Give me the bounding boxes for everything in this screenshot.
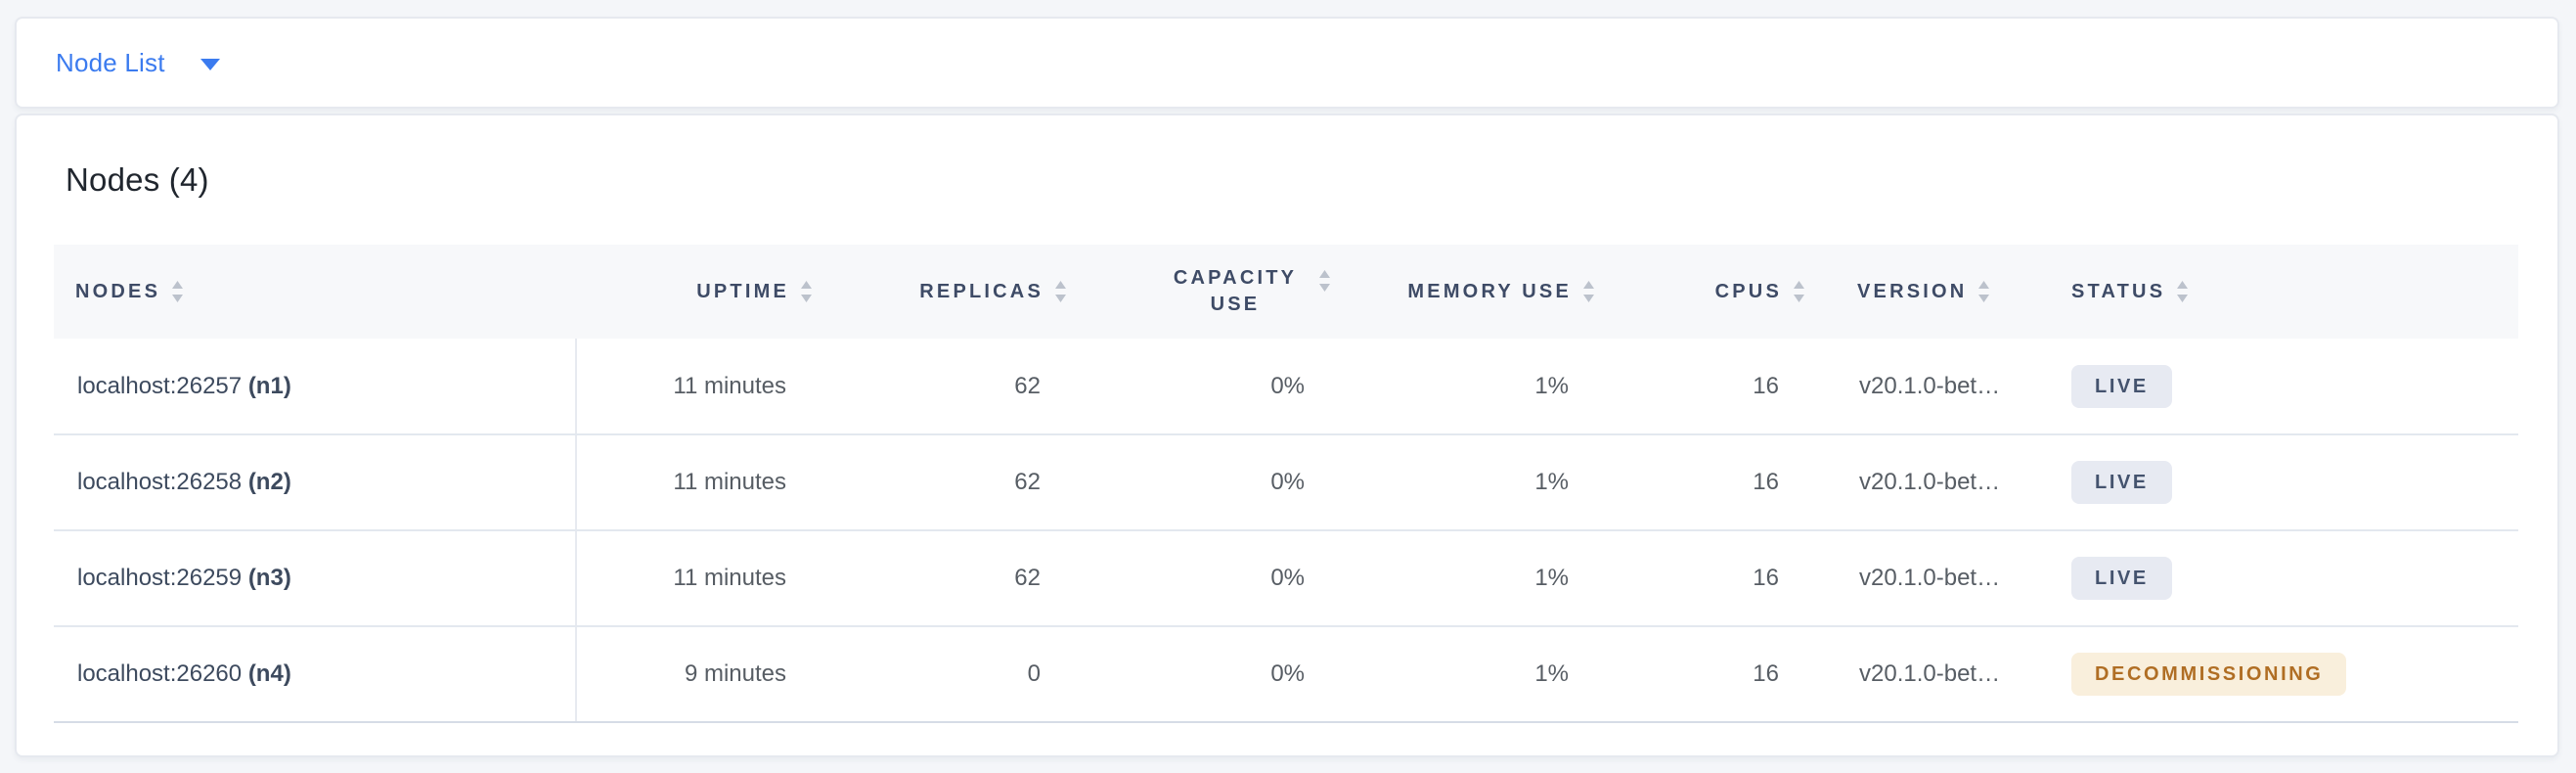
column-header-version[interactable]: Version — [1822, 245, 2042, 339]
uptime-cell: 11 minutes — [576, 434, 829, 531]
node-address-cell: localhost:26260 (n4) — [54, 626, 577, 723]
status-badge: DECOMMISSIONING — [2071, 653, 2347, 696]
table-row[interactable]: localhost:26259 (n3) 11 minutes 62 0% 1%… — [54, 530, 2518, 627]
sort-icon[interactable] — [1053, 278, 1068, 305]
table-header-row: Nodes Uptime Replicas — [54, 245, 2518, 339]
capacity-use-cell: 0% — [1084, 434, 1348, 531]
column-header-memory-use[interactable]: Memory Use — [1348, 245, 1612, 339]
table-row[interactable]: localhost:26257 (n1) 11 minutes 62 0% 1%… — [54, 339, 2518, 435]
replicas-cell: 62 — [829, 339, 1084, 435]
status-cell: LIVE — [2042, 434, 2518, 531]
replicas-cell: 62 — [829, 530, 1084, 627]
memory-use-cell: 1% — [1348, 626, 1612, 723]
node-id: (n1) — [247, 372, 291, 399]
cpus-cell: 16 — [1612, 339, 1822, 435]
capacity-use-cell: 0% — [1084, 530, 1348, 627]
version-cell: v20.1.0-bet… — [1822, 339, 2042, 435]
node-address-cell: localhost:26259 (n3) — [54, 530, 577, 627]
cpus-cell: 16 — [1612, 626, 1822, 723]
memory-use-cell: 1% — [1348, 530, 1612, 627]
sort-icon[interactable] — [1792, 278, 1806, 305]
sort-icon[interactable] — [1581, 278, 1596, 305]
sort-icon[interactable] — [1317, 267, 1332, 295]
status-cell: LIVE — [2042, 530, 2518, 627]
status-badge: LIVE — [2071, 557, 2172, 600]
column-header-capacity-use[interactable]: Capacity Use — [1084, 245, 1348, 339]
capacity-use-cell: 0% — [1084, 626, 1348, 723]
uptime-cell: 11 minutes — [576, 339, 829, 435]
table-row[interactable]: localhost:26258 (n2) 11 minutes 62 0% 1%… — [54, 434, 2518, 531]
column-header-uptime[interactable]: Uptime — [576, 245, 829, 339]
node-address-cell: localhost:26257 (n1) — [54, 339, 577, 435]
table-row[interactable]: localhost:26260 (n4) 9 minutes 0 0% 1% 1… — [54, 626, 2518, 723]
page-title: Nodes (4) — [66, 161, 209, 198]
memory-use-cell: 1% — [1348, 434, 1612, 531]
replicas-cell: 0 — [829, 626, 1084, 723]
node-address-cell: localhost:26258 (n2) — [54, 434, 577, 531]
version-cell: v20.1.0-bet… — [1822, 434, 2042, 531]
status-badge: LIVE — [2071, 364, 2172, 408]
status-cell: LIVE — [2042, 339, 2518, 435]
status-cell: DECOMMISSIONING — [2042, 626, 2518, 723]
column-header-nodes[interactable]: Nodes — [54, 245, 576, 339]
sort-icon[interactable] — [799, 278, 814, 305]
node-list-dropdown-label: Node List — [56, 47, 165, 77]
capacity-use-cell: 0% — [1084, 339, 1348, 435]
view-selector-bar: Node List — [15, 17, 2559, 109]
uptime-cell: 9 minutes — [576, 626, 829, 723]
cpus-cell: 16 — [1612, 434, 1822, 531]
nodes-table: Nodes Uptime Replicas — [54, 245, 2518, 723]
memory-use-cell: 1% — [1348, 339, 1612, 435]
node-id: (n3) — [247, 565, 291, 591]
node-id: (n2) — [247, 469, 291, 495]
sort-icon[interactable] — [170, 278, 185, 305]
version-cell: v20.1.0-bet… — [1822, 530, 2042, 627]
status-badge: LIVE — [2071, 461, 2172, 504]
column-header-status[interactable]: Status — [2042, 245, 2518, 339]
nodes-panel: Nodes (4) Nodes Uptime — [15, 114, 2559, 757]
version-cell: v20.1.0-bet… — [1822, 626, 2042, 723]
cpus-cell: 16 — [1612, 530, 1822, 627]
column-header-replicas[interactable]: Replicas — [829, 245, 1084, 339]
chevron-down-icon — [200, 58, 220, 70]
sort-icon[interactable] — [2175, 278, 2190, 305]
node-id: (n4) — [247, 660, 291, 687]
sort-icon[interactable] — [1976, 278, 1991, 305]
node-list-dropdown[interactable]: Node List — [56, 48, 220, 78]
replicas-cell: 62 — [829, 434, 1084, 531]
column-header-cpus[interactable]: CPUs — [1612, 245, 1822, 339]
uptime-cell: 11 minutes — [576, 530, 829, 627]
